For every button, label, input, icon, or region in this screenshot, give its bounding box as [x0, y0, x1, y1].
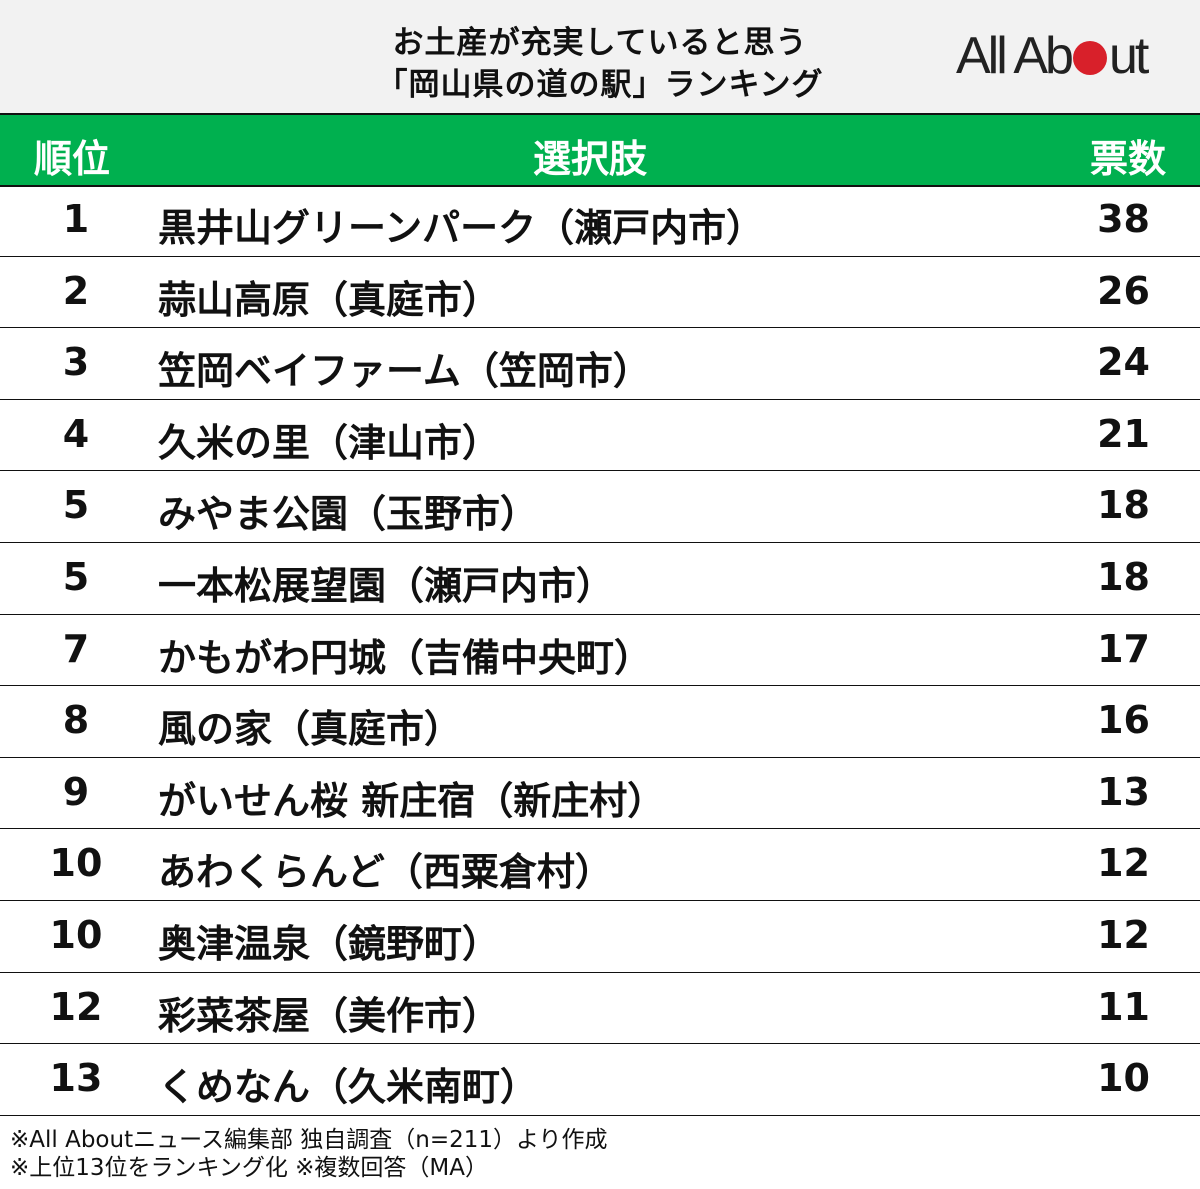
footnote-source: ※All Aboutニュース編集部 独自調査（n=211）より作成 [10, 1127, 608, 1153]
table-header: 順位 選択肢 票数 [0, 113, 1200, 187]
rank-cell: 4 [62, 411, 90, 456]
rank-cell: 5 [62, 554, 90, 599]
choice-cell: がいせん桜 新庄宿（新庄村） [158, 778, 666, 823]
table-row: 1 黒井山グリーンパーク（瀬戸内市） 38 [0, 185, 1200, 257]
votes-cell: 13 [1097, 769, 1150, 814]
column-header-rank: 順位 [34, 137, 111, 181]
table-row: 9 がいせん桜 新庄宿（新庄村） 13 [0, 758, 1200, 830]
rank-cell: 13 [49, 1056, 103, 1101]
votes-cell: 21 [1097, 411, 1150, 456]
rank-cell: 7 [62, 626, 90, 671]
rank-cell: 5 [62, 483, 90, 528]
footnote-method: ※上位13位をランキング化 ※複数回答（MA） [10, 1155, 489, 1181]
choice-cell: かもがわ円城（吉備中央町） [158, 635, 653, 680]
choice-cell: 黒井山グリーンパーク（瀬戸内市） [158, 206, 765, 250]
votes-cell: 26 [1097, 268, 1150, 313]
choice-cell: あわくらんど（西粟倉村） [158, 850, 613, 895]
rank-cell: 3 [62, 340, 90, 385]
table-row: 13 くめなん（久米南町） 10 [0, 1044, 1200, 1116]
choice-cell: 風の家（真庭市） [158, 707, 463, 752]
table-row: 7 かもがわ円城（吉備中央町） 17 [0, 615, 1200, 687]
rank-cell: 9 [62, 769, 90, 814]
choice-cell: みやま公園（玉野市） [158, 492, 539, 537]
choice-cell: 奥津温泉（鏡野町） [158, 921, 501, 966]
votes-cell: 12 [1097, 912, 1150, 957]
votes-cell: 10 [1097, 1056, 1150, 1101]
logo-red-dot-icon [1072, 41, 1107, 75]
ranking-table: 1 黒井山グリーンパーク（瀬戸内市） 38 2 蒜山高原（真庭市） 26 3 笠岡ベイファーム… [0, 185, 1200, 1116]
rank-cell: 2 [62, 268, 90, 313]
table-row: 10 あわくらんど（西粟倉村） 12 [0, 829, 1200, 901]
table-row: 4 久米の里（津山市） 21 [0, 400, 1200, 472]
choice-cell: 一本松展望園（瀬戸内市） [158, 563, 615, 608]
choice-cell: 蒜山高原（真庭市） [158, 277, 501, 322]
rank-cell: 12 [49, 984, 103, 1029]
title-line-1: お土産が充実していると思う [392, 25, 808, 61]
rank-cell: 1 [62, 197, 90, 241]
column-header-choice: 選択肢 [533, 137, 648, 181]
table-row: 12 彩菜茶屋（美作市） 11 [0, 973, 1200, 1045]
page-title: お土産が充実していると思う 「岡山県の道の駅」ランキング [300, 22, 900, 106]
table-row: 8 風の家（真庭市） 16 [0, 686, 1200, 758]
votes-cell: 16 [1097, 698, 1150, 743]
votes-cell: 12 [1097, 841, 1150, 886]
title-line-2: 「岡山県の道の駅」ランキング [376, 67, 824, 103]
table-row: 3 笠岡ベイファーム（笠岡市） 24 [0, 328, 1200, 400]
rank-cell: 10 [49, 841, 103, 886]
table-row: 5 一本松展望園（瀬戸内市） 18 [0, 543, 1200, 615]
table-row: 2 蒜山高原（真庭市） 26 [0, 257, 1200, 329]
rank-cell: 8 [62, 698, 90, 743]
table-row: 10 奥津温泉（鏡野町） 12 [0, 901, 1200, 973]
all-about-logo: All Ab ut [956, 27, 1149, 85]
table-row: 5 みやま公園（玉野市） 18 [0, 471, 1200, 543]
rank-cell: 10 [49, 912, 103, 957]
votes-cell: 38 [1097, 197, 1150, 241]
footnotes: ※All Aboutニュース編集部 独自調査（n=211）より作成 ※上位13位… [10, 1126, 608, 1182]
column-header-votes: 票数 [1089, 137, 1166, 181]
choice-cell: くめなん（久米南町） [158, 1065, 539, 1110]
title-banner: お土産が充実していると思う 「岡山県の道の駅」ランキング All Ab ut [0, 0, 1200, 113]
choice-cell: 久米の里（津山市） [158, 420, 501, 465]
votes-cell: 24 [1097, 340, 1150, 385]
choice-cell: 笠岡ベイファーム（笠岡市） [158, 349, 651, 394]
votes-cell: 17 [1097, 626, 1150, 671]
votes-cell: 11 [1097, 984, 1150, 1029]
votes-cell: 18 [1097, 554, 1150, 599]
votes-cell: 18 [1097, 483, 1150, 528]
choice-cell: 彩菜茶屋（美作市） [158, 993, 501, 1038]
